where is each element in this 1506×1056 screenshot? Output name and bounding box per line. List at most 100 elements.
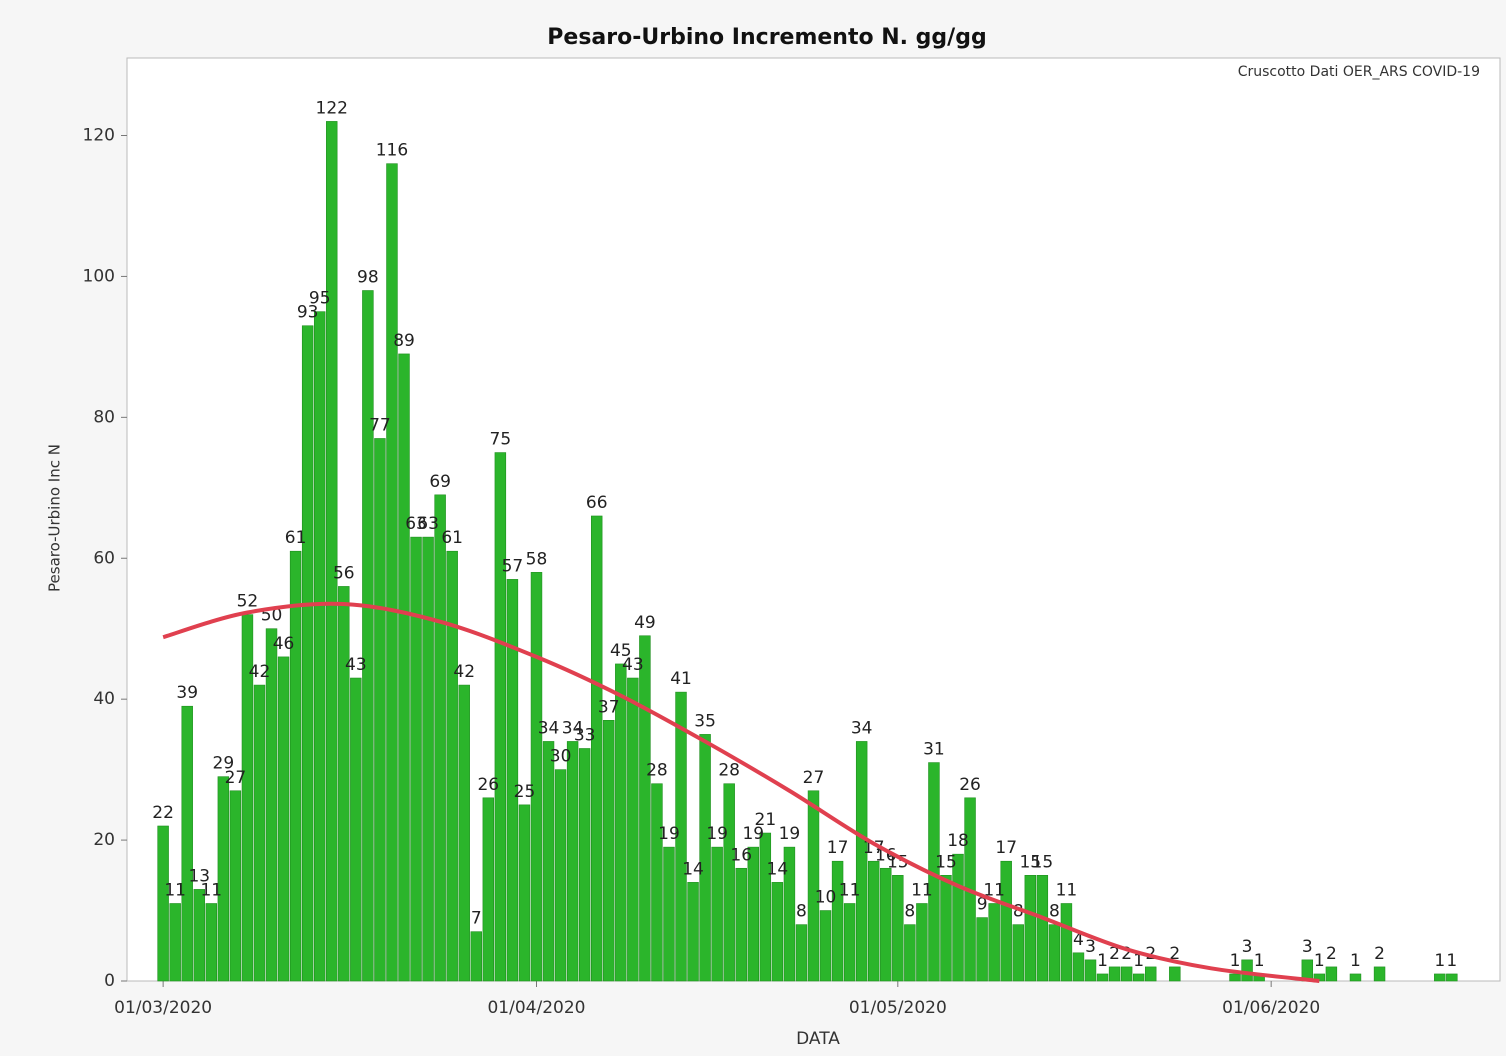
data-label: 26 xyxy=(959,775,981,795)
data-label: 27 xyxy=(803,768,825,788)
data-label: 10 xyxy=(815,888,837,908)
data-label: 1 xyxy=(1254,951,1265,971)
bar xyxy=(253,684,266,982)
data-label: 75 xyxy=(490,430,512,450)
data-label: 31 xyxy=(923,740,945,760)
bar xyxy=(482,797,495,982)
bar xyxy=(169,903,181,982)
bar xyxy=(446,550,458,982)
bar xyxy=(542,741,555,982)
data-label: 35 xyxy=(694,711,716,731)
chart-title: Pesaro-Urbino Incremento N. gg/gg xyxy=(547,25,986,50)
data-label: 2 xyxy=(1109,944,1120,964)
data-label: 16 xyxy=(730,845,752,865)
data-label: 28 xyxy=(646,761,668,781)
bar xyxy=(1241,959,1253,982)
bar xyxy=(410,536,422,982)
y-tick-label: 80 xyxy=(93,407,115,427)
bar xyxy=(566,741,579,982)
data-label: 19 xyxy=(742,824,764,844)
data-label: 2 xyxy=(1121,944,1132,964)
bar xyxy=(506,579,519,982)
data-label: 98 xyxy=(357,268,379,288)
x-tick-label: 01/04/2020 xyxy=(487,998,585,1018)
data-label: 30 xyxy=(550,747,572,767)
bar xyxy=(867,860,880,982)
data-label: 8 xyxy=(904,902,915,922)
bar xyxy=(904,924,916,982)
bar xyxy=(627,677,639,982)
bar xyxy=(1434,973,1446,982)
x-axis-label: DATA xyxy=(796,1029,840,1049)
bar xyxy=(651,783,663,982)
bar xyxy=(217,776,230,982)
data-label: 1 xyxy=(1350,951,1361,971)
data-label: 45 xyxy=(610,641,632,661)
data-label: 28 xyxy=(718,761,740,781)
bar xyxy=(1120,966,1133,982)
bar xyxy=(988,903,1000,982)
bar xyxy=(735,867,747,982)
bar xyxy=(205,903,218,982)
bar xyxy=(843,903,856,982)
bar xyxy=(723,783,735,982)
bar xyxy=(807,790,820,982)
data-label: 21 xyxy=(755,810,777,830)
data-label: 8 xyxy=(1049,902,1060,922)
bar xyxy=(1446,973,1458,982)
bar xyxy=(1000,860,1012,982)
bar xyxy=(880,867,892,982)
data-label: 34 xyxy=(538,718,560,738)
data-label: 1 xyxy=(1434,951,1445,971)
data-label: 33 xyxy=(574,725,596,745)
bar xyxy=(783,846,796,982)
y-tick-label: 120 xyxy=(83,126,115,146)
data-label: 17 xyxy=(995,838,1017,858)
bar xyxy=(422,536,434,982)
data-label: 7 xyxy=(471,909,482,929)
data-label: 1 xyxy=(1230,951,1241,971)
bar xyxy=(615,663,627,982)
data-label: 11 xyxy=(983,880,1005,900)
y-tick-label: 40 xyxy=(93,689,115,709)
data-label: 122 xyxy=(316,98,348,118)
x-tick-label: 01/06/2020 xyxy=(1222,998,1320,1018)
data-label: 3 xyxy=(1302,937,1313,957)
bar xyxy=(1108,966,1121,982)
bar xyxy=(663,846,675,982)
data-label: 16 xyxy=(875,845,897,865)
bar xyxy=(1012,924,1024,982)
bar xyxy=(338,586,350,982)
data-label: 42 xyxy=(249,662,271,682)
data-label: 14 xyxy=(682,859,704,879)
data-label: 15 xyxy=(887,852,909,872)
bar xyxy=(1060,903,1073,982)
bar xyxy=(350,677,362,982)
data-label: 17 xyxy=(863,838,885,858)
bar xyxy=(590,515,603,982)
data-label: 1 xyxy=(1446,951,1457,971)
data-label: 93 xyxy=(297,303,319,323)
data-label: 77 xyxy=(369,415,391,435)
bar xyxy=(470,931,482,982)
data-label: 95 xyxy=(309,289,331,309)
x-tick-label: 01/03/2020 xyxy=(114,998,212,1018)
data-label: 9 xyxy=(977,895,988,915)
trend-line xyxy=(162,601,1320,983)
bar xyxy=(687,882,699,982)
data-label: 34 xyxy=(851,718,873,738)
bar xyxy=(374,438,386,982)
data-label: 15 xyxy=(935,852,957,872)
data-label: 61 xyxy=(441,528,463,548)
data-label: 17 xyxy=(827,838,849,858)
data-label: 2 xyxy=(1169,944,1180,964)
bar xyxy=(699,734,711,982)
data-label: 66 xyxy=(586,493,608,513)
data-label: 2 xyxy=(1374,944,1385,964)
data-label: 34 xyxy=(562,718,584,738)
y-tick-label: 100 xyxy=(83,266,115,286)
data-label: 13 xyxy=(188,866,210,886)
bar xyxy=(855,741,868,982)
y-tick-label: 0 xyxy=(104,971,115,991)
data-label: 25 xyxy=(514,782,536,802)
